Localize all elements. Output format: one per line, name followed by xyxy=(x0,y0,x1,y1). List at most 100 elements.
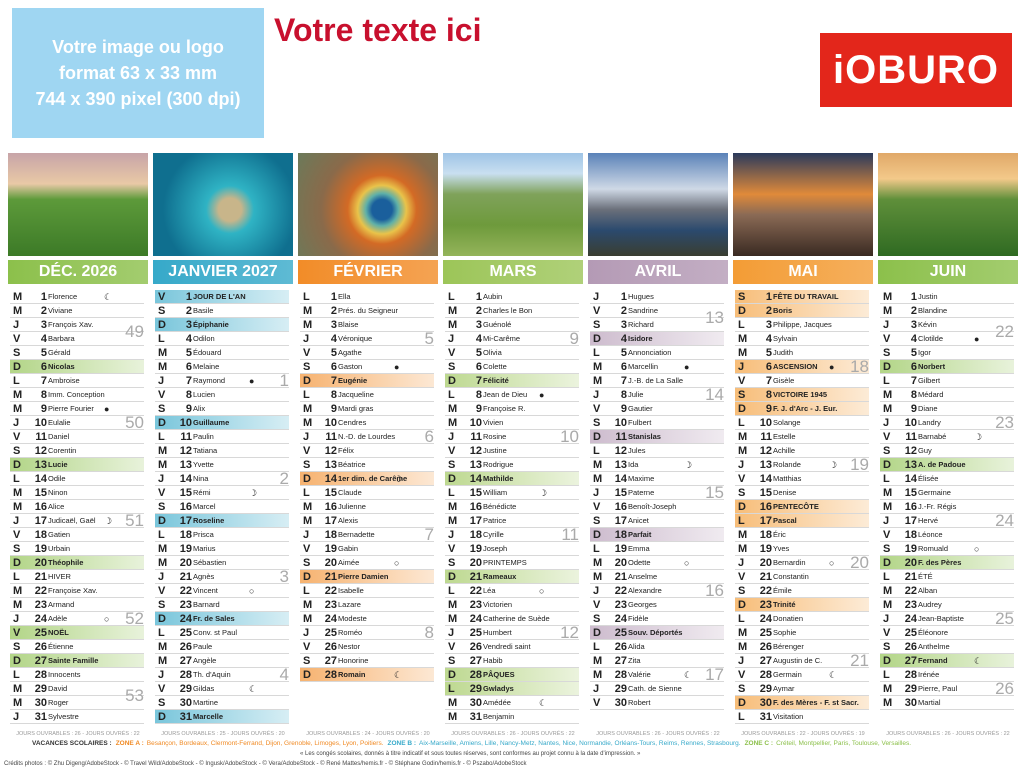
day-row: S 12 Corentin xyxy=(10,444,144,458)
week-number: 50 xyxy=(125,413,144,432)
day-letter: M xyxy=(448,319,458,331)
month-footer: JOURS OUVRABLES : 26 - JOURS OUVRÉS : 22 xyxy=(596,731,720,737)
day-number: 1 xyxy=(40,291,47,303)
saint-name: Humbert xyxy=(483,628,512,637)
day-letter: V xyxy=(13,431,21,443)
day-row: M 19 Yves xyxy=(735,542,869,556)
day-letter: L xyxy=(738,417,745,429)
day-row: J 1 Hugues xyxy=(590,290,724,304)
day-row: M 23 Lazare xyxy=(300,598,434,612)
moon-phase: ● xyxy=(684,362,690,372)
day-letter: M xyxy=(593,669,603,681)
day-row: M 5 Édouard xyxy=(155,346,289,360)
day-number: 17 xyxy=(469,515,482,527)
week-number: 2 xyxy=(279,469,289,488)
day-letter: S xyxy=(448,459,456,471)
saint-name: FÊTE DU TRAVAIL xyxy=(773,292,839,301)
saint-name: Étienne xyxy=(48,642,74,651)
day-letter: L xyxy=(13,375,20,387)
day-row: M 2 Viviane xyxy=(10,304,144,318)
moon-phase: ☽ xyxy=(829,460,838,470)
day-letter: M xyxy=(448,403,458,415)
month-header: DÉC. 2026 xyxy=(8,260,148,284)
day-row: S 10 Fulbert xyxy=(590,416,724,430)
month-footer: JOURS OUVRABLES : 26 - JOURS OUVRÉS : 22 xyxy=(16,731,140,737)
saint-name: Gérald xyxy=(48,348,71,357)
day-letter: J xyxy=(738,459,745,471)
day-number: 25 xyxy=(614,627,627,639)
holidays-label: VACANCES SCOLAIRES : xyxy=(32,740,112,747)
week-number: 25 xyxy=(995,609,1014,628)
day-number: 25 xyxy=(34,627,47,639)
day-number: 7 xyxy=(910,375,917,387)
day-letter: D xyxy=(448,473,456,485)
day-letter: D xyxy=(13,361,21,373)
day-number: 16 xyxy=(34,501,47,513)
day-letter: M xyxy=(738,543,748,555)
day-letter: L xyxy=(883,571,890,583)
day-number: 22 xyxy=(904,585,917,597)
day-number: 10 xyxy=(614,417,627,429)
saint-name: Ella xyxy=(338,292,351,301)
day-letter: V xyxy=(738,375,746,387)
day-letter: J xyxy=(738,557,745,569)
day-row: J 4 Véronique xyxy=(300,332,434,346)
day-number: 22 xyxy=(324,585,337,597)
day-row: M 13 Ida ☽ xyxy=(590,458,724,472)
saint-name: Vincent xyxy=(193,586,218,595)
day-number: 28 xyxy=(759,669,772,681)
placeholder-line: Votre image ou logo xyxy=(52,37,224,57)
day-number: 27 xyxy=(614,655,627,667)
day-letter: J xyxy=(883,319,890,331)
day-letter: S xyxy=(593,515,601,527)
day-letter: J xyxy=(158,473,165,485)
day-number: 31 xyxy=(179,711,192,723)
day-row: M 20 Odette ○ xyxy=(590,556,724,570)
day-row: V 18 Léonce xyxy=(880,528,1014,542)
day-row: D 28 PÂQUES xyxy=(445,668,579,682)
day-row: L 21 ÉTÉ xyxy=(880,570,1014,584)
day-letter: D xyxy=(303,669,311,681)
day-number: 9 xyxy=(620,403,627,415)
day-number: 14 xyxy=(904,473,917,485)
saint-name: Irénée xyxy=(918,670,940,679)
day-letter: M xyxy=(303,613,313,625)
day-row: J 3 François Xav. xyxy=(10,318,144,332)
day-letter: M xyxy=(593,375,603,387)
day-row: L 5 Annonciation xyxy=(590,346,724,360)
day-row: J 18 Cyrille xyxy=(445,528,579,542)
day-row: V 5 Agathe xyxy=(300,346,434,360)
day-letter: S xyxy=(593,417,601,429)
saint-name: Georges xyxy=(628,600,657,609)
day-number: 8 xyxy=(910,389,917,401)
day-row: J 24 Jean-Baptiste xyxy=(880,612,1014,626)
day-number: 23 xyxy=(469,599,482,611)
saint-name: Fidèle xyxy=(628,614,649,623)
day-row: J 10 Landry xyxy=(880,416,1014,430)
day-letter: L xyxy=(158,431,165,443)
day-row: M 5 Judith xyxy=(735,346,869,360)
day-row: M 1 Justin xyxy=(880,290,1014,304)
notice: « Les congés scolaires, donnés à titre i… xyxy=(300,751,641,757)
saint-name: Médard xyxy=(918,390,944,399)
school-holidays: VACANCES SCOLAIRES : ZONE A : Besançon, Bo… xyxy=(32,740,911,747)
day-letter: V xyxy=(593,305,601,317)
day-row: M 2 Prés. du Seigneur xyxy=(300,304,434,318)
day-letter: V xyxy=(303,445,311,457)
day-letter: J xyxy=(13,417,20,429)
week-number: 4 xyxy=(279,665,289,684)
day-row: D 7 Félicité xyxy=(445,374,579,388)
day-number: 23 xyxy=(759,599,772,611)
saint-name: Nestor xyxy=(338,642,361,651)
saint-name: Alexandre xyxy=(628,586,662,595)
saint-name: Charles le Bon xyxy=(483,306,533,315)
saint-name: Philippe, Jacques xyxy=(773,320,832,329)
day-letter: L xyxy=(303,389,310,401)
saint-name: William xyxy=(483,488,508,497)
week-number: 10 xyxy=(560,427,579,446)
day-letter: S xyxy=(13,641,21,653)
day-letter: L xyxy=(158,333,165,345)
saint-name: Léa xyxy=(483,586,496,595)
day-letter: M xyxy=(883,487,893,499)
day-letter: D xyxy=(13,459,21,471)
